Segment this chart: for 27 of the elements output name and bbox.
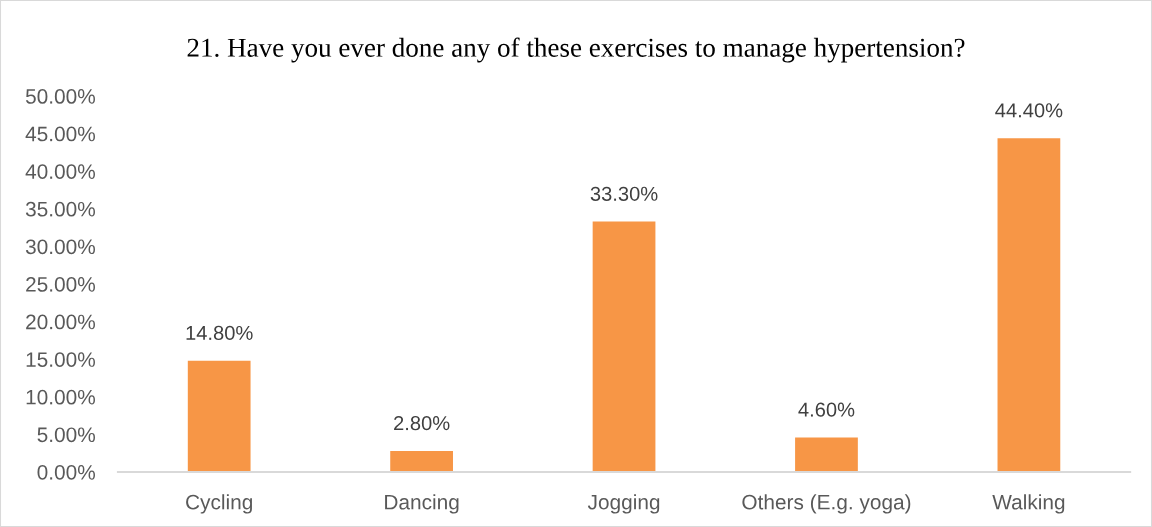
y-tick-label: 20.00% — [26, 314, 96, 330]
x-tick-label: Others (E.g. yoga) — [742, 494, 911, 514]
data-label: 44.40% — [995, 103, 1063, 118]
x-tick-label: Dancing — [385, 494, 459, 514]
data-label: 4.60% — [798, 402, 855, 417]
data-label: 14.80% — [186, 325, 253, 341]
x-tick-label: Cycling — [186, 494, 252, 514]
y-tick-label: 10.00% — [26, 389, 96, 405]
y-tick-label: 40.00% — [25, 164, 96, 179]
x-tick-label: Walking — [992, 494, 1065, 514]
y-tick-label: 5.00% — [37, 427, 95, 443]
data-label: 2.80% — [394, 416, 450, 431]
data-label: 33.30% — [590, 186, 658, 201]
y-tick-label: 35.00% — [25, 201, 96, 217]
y-tick-label: 0.00% — [37, 464, 95, 480]
bar — [187, 360, 251, 472]
x-tick-label: Jogging — [587, 494, 660, 514]
chart-title: 21. Have you ever done any of these exercises to manage hypertension? — [187, 37, 965, 63]
y-tick-label: 25.00% — [26, 277, 96, 292]
y-tick-label: 30.00% — [25, 239, 96, 255]
bar — [997, 138, 1061, 472]
y-tick-label: 45.00% — [25, 126, 96, 142]
bar — [795, 437, 858, 472]
y-tick-label: 50.00% — [25, 89, 96, 104]
bar — [592, 221, 656, 472]
bar — [390, 450, 453, 472]
y-tick-label: 15.00% — [26, 352, 96, 367]
